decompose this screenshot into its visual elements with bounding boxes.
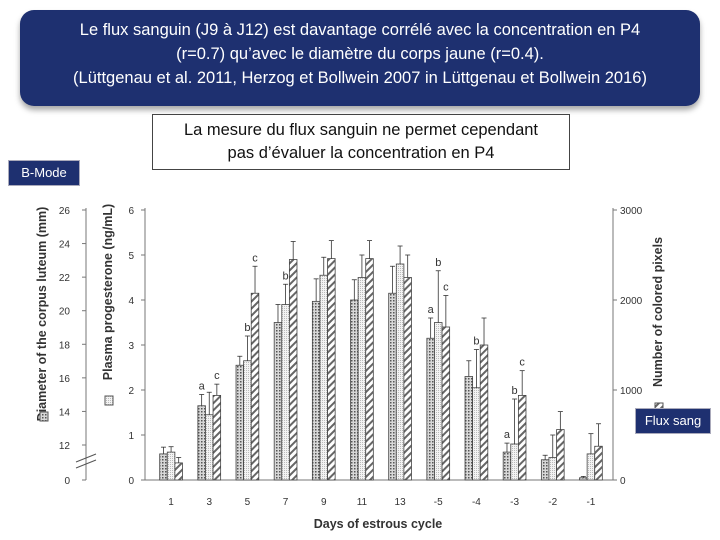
x-tick-label: 7	[283, 497, 289, 508]
left-axis-tick-label: 0	[64, 476, 70, 487]
bar-dotted	[235, 364, 245, 481]
significance-letter: b	[244, 322, 250, 334]
bar-dotted	[350, 299, 359, 481]
y-axis-label-right: Number of colored pixels	[651, 237, 665, 387]
right-axis-tick-label: 1000	[620, 386, 643, 397]
significance-letter: c	[214, 370, 220, 382]
x-tick-label: -1	[586, 497, 595, 508]
legend-swatch-dotted	[39, 411, 49, 422]
mid-axis-tick-label: 0	[128, 476, 134, 487]
legend-swatch-light	[104, 395, 114, 406]
bar-light	[205, 414, 214, 481]
x-tick-label: -4	[472, 497, 481, 508]
subtitle-line-2: pas d’évaluer la concentration en P4	[227, 144, 495, 162]
significance-letter: b	[473, 336, 479, 348]
subtitle-line-1: La mesure du flux sanguin ne permet cepe…	[183, 121, 539, 139]
title-banner: Le flux sanguin (J9 à J12) est davantage…	[20, 10, 700, 106]
bar-hatched	[327, 258, 336, 481]
significance-letter: b	[435, 257, 441, 269]
bar-hatched	[479, 344, 489, 481]
x-tick-label: -3	[510, 497, 519, 508]
bar-light	[395, 263, 405, 481]
bar-light	[243, 360, 252, 481]
x-tick-label: 5	[245, 497, 251, 508]
significance-letter: c	[443, 282, 449, 294]
bar-light	[472, 387, 481, 481]
bar-dotted	[159, 453, 168, 481]
bar-dotted	[426, 337, 435, 481]
x-tick-label: 11	[357, 497, 368, 508]
mid-axis-tick-label: 3	[128, 341, 134, 352]
bar-hatched	[288, 259, 298, 481]
bar-light	[586, 453, 596, 481]
x-tick-label: 3	[206, 497, 212, 508]
left-axis-tick-label: 26	[59, 206, 71, 217]
left-axis-tick-label: 12	[59, 441, 71, 452]
x-tick-label: 13	[395, 497, 407, 508]
mid-axis-tick-label: 5	[128, 251, 134, 262]
left-axis-tick-label: 16	[59, 374, 71, 385]
mid-axis-tick-label: 2	[128, 386, 134, 397]
significance-letter: a	[428, 304, 435, 316]
bar-hatched	[556, 429, 565, 481]
significance-letter: b	[512, 385, 518, 397]
right-axis-tick-label: 3000	[620, 206, 643, 217]
x-tick-label: 9	[321, 497, 327, 508]
y-axis-label-mid: Plasma progesterone (ng/mL)	[101, 204, 115, 380]
y-axis-label-left: Diameter of the corpus luteum (mm)	[35, 207, 49, 422]
mid-axis-tick-label: 4	[128, 296, 134, 307]
x-tick-label: -2	[548, 497, 557, 508]
title-line-3: (Lüttgenau et al. 2011, Herzog et Bollwe…	[73, 69, 647, 87]
bar-dotted	[388, 292, 397, 481]
bar-hatched	[212, 394, 222, 481]
bar-hatched	[174, 462, 183, 481]
right-axis-tick-label: 0	[620, 476, 626, 487]
x-tick-label: 1	[168, 497, 174, 508]
significance-letter: c	[519, 357, 525, 369]
right-axis-tick-label: 2000	[620, 296, 643, 307]
bar-dotted	[464, 376, 474, 481]
blood-flow-tag: Flux sang	[635, 408, 711, 434]
bar-light	[434, 322, 443, 481]
bar-light	[357, 277, 367, 481]
significance-letter: a	[504, 429, 511, 441]
bar-light	[281, 304, 290, 481]
left-axis-tick-label: 20	[59, 307, 71, 318]
left-axis-tick-label: 22	[59, 273, 71, 284]
bar-light	[548, 457, 557, 481]
significance-letter: c	[252, 252, 258, 264]
bar-dotted	[197, 405, 206, 481]
bar-dotted	[311, 300, 321, 481]
left-axis-tick-label: 18	[59, 340, 71, 351]
bar-hatched	[594, 445, 603, 481]
bar-hatched	[403, 277, 412, 481]
axis-break-mark	[75, 459, 97, 469]
subtitle-box: La mesure du flux sanguin ne permet cepe…	[152, 114, 570, 170]
bar-dotted	[540, 459, 550, 481]
title-line-1: Le flux sanguin (J9 à J12) est davantage…	[79, 21, 641, 39]
axis-break-mark	[75, 453, 97, 463]
bar-dotted	[502, 451, 512, 481]
bar-dotted	[273, 322, 283, 481]
bar-hatched	[250, 292, 260, 481]
b-mode-tag: B-Mode	[8, 160, 80, 186]
bar-hatched	[441, 326, 451, 481]
left-axis-tick-label: 24	[59, 240, 71, 251]
mid-axis-tick-label: 1	[128, 431, 134, 442]
significance-letter: a	[199, 381, 206, 393]
title-line-2: (r=0.7) qu’avec le diamètre du corps jau…	[176, 45, 544, 63]
bar-hatched	[365, 258, 374, 481]
significance-letter: b	[283, 270, 289, 282]
bar-dotted	[579, 477, 588, 481]
x-tick-label: -5	[434, 497, 443, 508]
bar-light	[166, 451, 176, 481]
bar-hatched	[517, 394, 527, 481]
left-axis-tick-label: 14	[59, 407, 71, 418]
bar-light	[510, 443, 519, 481]
bar-light	[319, 274, 328, 481]
x-axis-label: Days of estrous cycle	[314, 517, 443, 531]
mid-axis-tick-label: 6	[128, 206, 134, 217]
